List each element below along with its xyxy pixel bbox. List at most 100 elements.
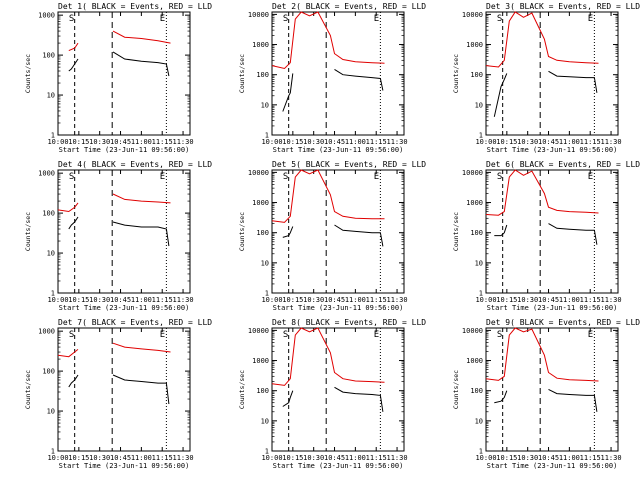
x-tick-label: 10:00 — [261, 454, 282, 462]
y-tick-label: 100 — [42, 210, 55, 218]
y-tick-label: 1 — [479, 132, 483, 140]
x-tick-label: 10:00 — [261, 138, 282, 146]
events-series-line — [68, 216, 170, 247]
x-tick-label: 10:00 — [47, 296, 68, 304]
plot-frame — [57, 327, 191, 452]
y-axis-label: Counts/sec — [452, 212, 460, 251]
chart-title: Det 4( BLACK = Events, RED = LLD — [58, 160, 212, 169]
x-axis-label: Start Time (23-Jun-11 09:56:00) — [59, 146, 190, 154]
y-tick-label: 10 — [475, 259, 483, 267]
x-tick-label: 11:30 — [173, 138, 194, 146]
x-axis-label: Start Time (23-Jun-11 09:56:00) — [273, 146, 404, 154]
lld-series-line — [485, 169, 599, 216]
y-tick-label: 100 — [256, 71, 269, 79]
x-tick-label: 11:00 — [131, 296, 152, 304]
plot-frame — [485, 11, 619, 136]
x-tick-label: 11:00 — [131, 454, 152, 462]
x-tick-label: 11:00 — [345, 454, 366, 462]
x-tick-label: 10:45 — [110, 296, 131, 304]
y-tick-label: 1000 — [466, 41, 483, 49]
x-tick-label: 11:00 — [559, 454, 580, 462]
chart-title: Det 7( BLACK = Events, RED = LLD — [58, 318, 212, 327]
chart-svg: Det 4( BLACK = Events, RED = LLD 10:00 10:… — [24, 160, 212, 312]
lld-series-line — [271, 11, 385, 70]
x-tick-label: 10:45 — [110, 138, 131, 146]
x-tick-label: 10:00 — [47, 138, 68, 146]
end-marker: E — [588, 172, 593, 182]
detector-panel-7: Det 7( BLACK = Events, RED = LLD 10:00 10:… — [0, 316, 214, 474]
y-tick-label: 1000 — [252, 41, 269, 49]
x-axis-label: Start Time (23-Jun-11 09:56:00) — [273, 304, 404, 312]
end-marker: E — [160, 14, 165, 24]
chart-title: Det 1( BLACK = Events, RED = LLD — [58, 2, 212, 11]
y-axis-label: Counts/sec — [238, 212, 246, 251]
events-series-line — [282, 224, 384, 247]
end-marker: E — [588, 330, 593, 340]
y-tick-label: 10 — [47, 250, 55, 258]
x-tick-label: 11:00 — [345, 296, 366, 304]
plot-frame — [485, 327, 619, 452]
detector-panel-4: Det 4( BLACK = Events, RED = LLD 10:00 10:… — [0, 158, 214, 316]
events-series-line — [282, 386, 384, 412]
chart-svg: Det 5( BLACK = Events, RED = LLD 10:00 10:… — [238, 160, 426, 312]
plot-area: Det 1( BLACK = Events, RED = LLD 10:00 10:… — [24, 2, 212, 154]
x-tick-label: 11:30 — [601, 454, 622, 462]
x-tick-label: 10:45 — [324, 138, 345, 146]
chart-title: Det 6( BLACK = Events, RED = LLD — [486, 160, 640, 169]
start-marker: S — [69, 14, 74, 24]
y-tick-label: 100 — [256, 229, 269, 237]
events-series-line — [68, 374, 170, 405]
plot-area: Det 5( BLACK = Events, RED = LLD 10:00 10:… — [238, 160, 426, 312]
plot-frame — [57, 11, 191, 136]
y-tick-label: 1 — [51, 132, 55, 140]
y-tick-label: 1000 — [466, 199, 483, 207]
y-tick-label: 10 — [475, 101, 483, 109]
chart-title: Det 5( BLACK = Events, RED = LLD — [272, 160, 426, 169]
x-tick-label: 11:30 — [173, 454, 194, 462]
x-tick-label: 10:30 — [89, 138, 110, 146]
x-tick-label: 11:15 — [366, 454, 387, 462]
x-tick-label: 11:30 — [387, 296, 408, 304]
detector-panel-3: Det 3( BLACK = Events, RED = LLD 10:00 10:… — [428, 0, 640, 158]
y-tick-label: 1 — [265, 448, 269, 456]
y-tick-label: 1000 — [38, 170, 55, 178]
y-tick-label: 10000 — [248, 169, 269, 177]
y-tick-label: 1 — [265, 290, 269, 298]
y-tick-label: 100 — [42, 368, 55, 376]
start-marker: S — [497, 330, 502, 340]
x-tick-label: 10:00 — [475, 454, 496, 462]
end-marker: E — [160, 172, 165, 182]
chart-title: Det 3( BLACK = Events, RED = LLD — [486, 2, 640, 11]
y-tick-label: 1000 — [38, 12, 55, 20]
y-tick-label: 100 — [470, 229, 483, 237]
plot-area: Det 4( BLACK = Events, RED = LLD 10:00 10:… — [24, 160, 212, 312]
y-tick-label: 100 — [256, 387, 269, 395]
start-marker: S — [69, 172, 74, 182]
lld-series-line — [485, 11, 599, 68]
x-tick-label: 11:15 — [152, 138, 173, 146]
x-tick-label: 10:30 — [517, 454, 538, 462]
x-tick-label: 10:45 — [324, 296, 345, 304]
events-series-line — [282, 68, 384, 112]
x-axis-label: Start Time (23-Jun-11 09:56:00) — [487, 304, 618, 312]
x-tick-label: 10:00 — [475, 138, 496, 146]
lld-series-line — [68, 30, 171, 52]
x-tick-label: 10:30 — [517, 138, 538, 146]
x-tick-label: 11:30 — [601, 296, 622, 304]
x-tick-label: 10:45 — [324, 454, 345, 462]
x-tick-label: 10:45 — [538, 454, 559, 462]
x-tick-label: 11:15 — [152, 296, 173, 304]
lld-series-line — [485, 327, 599, 382]
y-axis-label: Counts/sec — [238, 54, 246, 93]
start-marker: S — [497, 172, 502, 182]
y-tick-label: 1 — [265, 132, 269, 140]
start-marker: S — [497, 14, 502, 24]
plot-frame — [271, 327, 405, 452]
x-tick-label: 10:00 — [261, 296, 282, 304]
x-tick-label: 10:15 — [282, 138, 303, 146]
